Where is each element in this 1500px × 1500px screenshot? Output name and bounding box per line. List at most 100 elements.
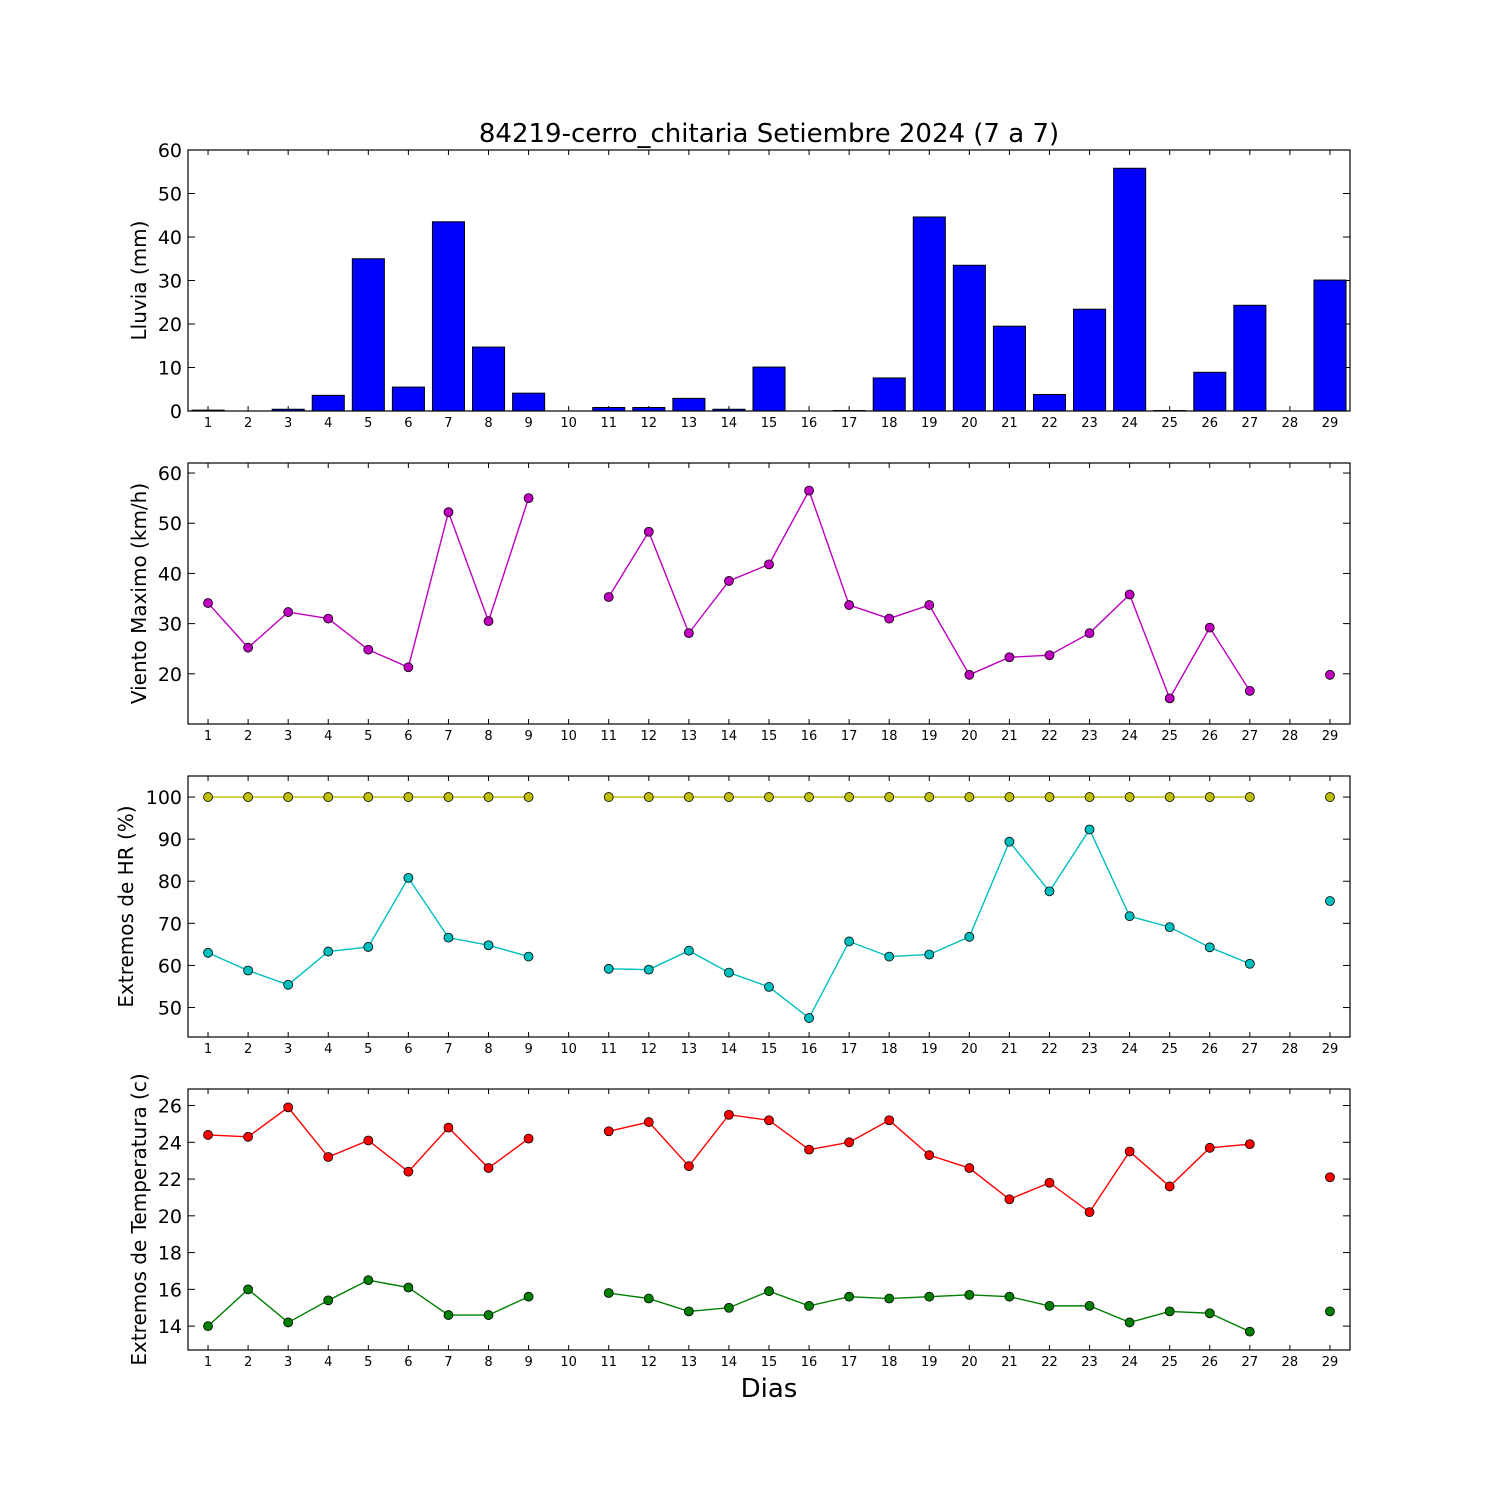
temperature-series-1-point [1004,1194,1015,1205]
wind-series-1-point [683,628,694,639]
wind-xtick-label: 23 [1081,729,1098,744]
rain-ytick-label: 10 [158,358,182,380]
wind-series-1-point [1004,652,1015,663]
temperature-series-1-point [243,1131,254,1142]
rain-bar [912,216,946,412]
temperature-xtick-label: 8 [484,1355,492,1370]
temperature-xtick-label: 20 [961,1355,978,1370]
humidity-series-1-point [403,792,414,802]
wind-series-1-point [403,662,414,673]
temperature-series-2-line [207,1279,529,1327]
rain-bar [472,346,506,412]
humidity-xtick-label: 25 [1161,1042,1178,1057]
temperature-xtick-label: 21 [1001,1355,1018,1370]
humidity-series-2-point [203,947,213,958]
rain-bar [992,325,1026,412]
temperature-series-2-point [683,1306,694,1317]
wind-y-axis-label: Viento Maximo (km/h) [127,483,151,704]
humidity-series-1-point [1044,792,1055,802]
temperature-series-2-point [1084,1300,1095,1311]
wind-series-1-point [844,600,855,610]
rain-bar [512,392,546,412]
humidity-ytick-label: 50 [158,998,182,1020]
humidity-series-1-point [483,792,494,802]
humidity-series-1-point [203,792,213,802]
wind-ytick-label: 30 [158,614,182,636]
rain-xtick-label: 2 [244,416,252,431]
rain-ytick-label: 40 [158,227,182,249]
wind-series-1-line [207,497,530,669]
temperature-xtick-label: 23 [1081,1355,1098,1370]
humidity-series-2-point [924,949,935,960]
wind-series-1-point [523,493,534,504]
temperature-xtick-label: 16 [801,1355,818,1370]
temperature-ytick-label: 18 [158,1243,182,1265]
rain-bar [1233,304,1267,412]
wind-series-1-line [608,488,1251,701]
wind-xtick-label: 27 [1242,729,1259,744]
humidity-series-2-point [643,964,654,975]
humidity-xtick-label: 15 [761,1042,778,1057]
temperature-series-1-point [603,1126,614,1137]
humidity-series-2-point [1044,886,1055,897]
humidity-xtick-label: 27 [1242,1042,1259,1057]
wind-xtick-label: 22 [1041,729,1058,744]
temperature-series-1-point [643,1117,654,1127]
wind-series-1-point [603,592,614,602]
humidity-series-2-point [1204,942,1215,953]
rain-bar [672,397,706,412]
rain-xtick-label: 18 [881,416,898,431]
temperature-xtick-label: 22 [1041,1355,1058,1370]
humidity-series-2-point [764,982,774,992]
temperature-xtick-label: 19 [921,1355,938,1370]
wind-xtick-label: 8 [484,729,492,744]
temperature-series-1-point [523,1133,534,1144]
wind-xtick-label: 29 [1322,729,1339,744]
humidity-series-1-point [643,792,654,802]
wind-ytick-label: 20 [158,664,182,686]
rain-xtick-label: 1 [204,416,212,431]
wind-series-1-point [1204,622,1215,633]
temperature-series-2-point [804,1300,814,1311]
wind-series-1-point [643,526,654,537]
temperature-series-2-point [283,1317,294,1328]
humidity-xtick-label: 2 [244,1042,252,1057]
temperature-series-2-point [403,1282,414,1293]
wind-xtick-label: 6 [404,729,412,744]
humidity-xtick-label: 20 [961,1042,978,1057]
humidity-xtick-label: 12 [641,1042,658,1057]
temperature-series-1-point [804,1144,814,1155]
rain-bar [1313,279,1347,412]
humidity-ytick-label: 60 [158,955,182,977]
temperature-series-1-point [1204,1142,1215,1153]
wind-xtick-label: 26 [1201,729,1218,744]
humidity-xtick-label: 4 [324,1042,332,1057]
temperature-series-2-point [924,1291,935,1302]
humidity-xtick-label: 1 [204,1042,212,1057]
wind-series-1-point [724,576,734,586]
humidity-series-1-point [603,792,614,802]
temperature-ytick-label: 24 [158,1132,182,1154]
wind-xtick-label: 21 [1001,729,1018,744]
humidity-series-2-point [243,965,254,976]
temperature-series-1-line [608,1113,1250,1214]
humidity-xtick-label: 17 [841,1042,858,1057]
humidity-xtick-label: 18 [881,1042,898,1057]
humidity-series-1-point [804,792,814,802]
humidity-series-2-point [1325,896,1335,906]
humidity-xtick-label: 16 [801,1042,818,1057]
humidity-series-1-point [363,792,374,802]
temperature-xtick-label: 15 [761,1355,778,1370]
temperature-xtick-label: 10 [560,1355,577,1370]
humidity-y-axis-label: Extremos de HR (%) [114,805,138,1007]
temperature-series-2-point [1044,1300,1055,1311]
temperature-xtick-label: 14 [721,1355,738,1370]
humidity-series-2-point [363,942,374,952]
temperature-series-1-point [683,1161,694,1172]
temperature-series-2-point [363,1275,374,1286]
wind-xtick-label: 28 [1282,729,1299,744]
wind-xtick-label: 2 [244,729,252,744]
wind-series-1-point [203,598,213,608]
